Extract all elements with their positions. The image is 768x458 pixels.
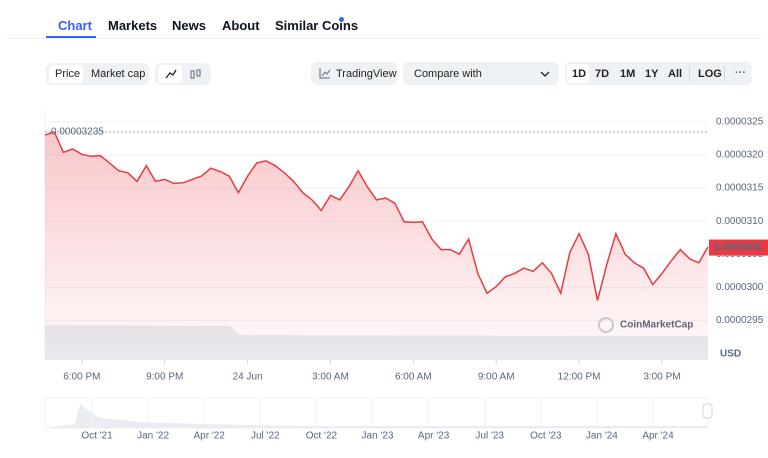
chart-type-icons[interactable] bbox=[163, 67, 213, 81]
compare-label: Compare with bbox=[414, 68, 482, 80]
current-price-tag bbox=[709, 239, 768, 256]
range-divider bbox=[724, 66, 725, 81]
tradingview-icon bbox=[319, 68, 331, 79]
navigator-label: Oct '23 bbox=[530, 431, 562, 442]
tab[interactable]: About bbox=[222, 18, 260, 33]
x-tick-label: 6:00 PM bbox=[63, 372, 100, 383]
navigator-label: Oct '22 bbox=[306, 431, 338, 442]
navigator-label: Apr '23 bbox=[418, 431, 450, 442]
tab[interactable]: News bbox=[172, 18, 206, 33]
toggle-active bbox=[49, 65, 83, 83]
range-divider bbox=[689, 66, 690, 81]
range-button[interactable]: 1D bbox=[572, 68, 587, 80]
x-tick-label: 6:00 AM bbox=[395, 372, 432, 383]
tab[interactable]: Similar Coins bbox=[275, 18, 359, 33]
range-button[interactable]: 7D bbox=[595, 68, 610, 80]
range-button[interactable]: All bbox=[668, 68, 683, 80]
tab[interactable]: Markets bbox=[108, 18, 158, 33]
y-tick-label: 0.0000315 bbox=[716, 183, 764, 194]
y-tick-label: 0.0000310 bbox=[716, 216, 764, 227]
tradingview-button[interactable] bbox=[311, 62, 397, 85]
navigator-label: Jul '23 bbox=[475, 431, 504, 442]
y-tick-label: 0.0000320 bbox=[716, 150, 764, 161]
current-price-label: 0.0000306 bbox=[714, 242, 762, 253]
currency-label: USD bbox=[720, 349, 741, 360]
navigator-area bbox=[45, 404, 708, 428]
navigator-label: Oct '21 bbox=[81, 431, 113, 442]
navigator-label: Jan '24 bbox=[586, 431, 618, 442]
x-tick-label: 24 Jun bbox=[233, 372, 263, 383]
navigator-label: Jan '22 bbox=[137, 431, 169, 442]
x-tick-label: 3:00 AM bbox=[312, 372, 349, 383]
x-tick-label: 12:00 PM bbox=[558, 372, 601, 383]
x-tick-label: 9:00 AM bbox=[478, 372, 515, 383]
x-tick-label: 3:00 PM bbox=[643, 372, 680, 383]
tab-underline bbox=[46, 36, 96, 38]
navigator-label: Apr '24 bbox=[642, 431, 674, 442]
range-active bbox=[567, 64, 589, 83]
navigator-label: Jan '23 bbox=[362, 431, 394, 442]
more-button[interactable]: ··· bbox=[735, 67, 746, 79]
tradingview-label: TradingView bbox=[336, 68, 397, 80]
chevron bbox=[540, 71, 550, 77]
divider bbox=[5, 38, 763, 39]
price-area bbox=[45, 131, 708, 360]
range-group bbox=[565, 62, 752, 85]
navigator-handle[interactable] bbox=[702, 403, 713, 419]
range-button[interactable]: 1M bbox=[620, 68, 636, 80]
x-tick-label: 9:00 PM bbox=[146, 372, 183, 383]
price-line bbox=[44, 130, 709, 301]
compare-select[interactable] bbox=[403, 62, 559, 85]
price-button[interactable]: Price bbox=[55, 68, 81, 80]
high-label: 0.00003235 bbox=[51, 126, 104, 137]
log-button[interactable]: LOG bbox=[698, 68, 722, 80]
range-button[interactable]: 1Y bbox=[645, 68, 659, 80]
y-tick-label: 0.0000300 bbox=[716, 282, 764, 293]
navigator-label: Apr '22 bbox=[194, 431, 226, 442]
y-tick-label: 0.0000325 bbox=[716, 117, 764, 128]
new-dot bbox=[339, 17, 344, 22]
tab[interactable]: Chart bbox=[58, 18, 92, 33]
navigator-label: Jul '22 bbox=[251, 431, 280, 442]
market-cap-button[interactable]: Market cap bbox=[91, 68, 146, 80]
y-tick-label: 0.0000295 bbox=[716, 315, 764, 326]
